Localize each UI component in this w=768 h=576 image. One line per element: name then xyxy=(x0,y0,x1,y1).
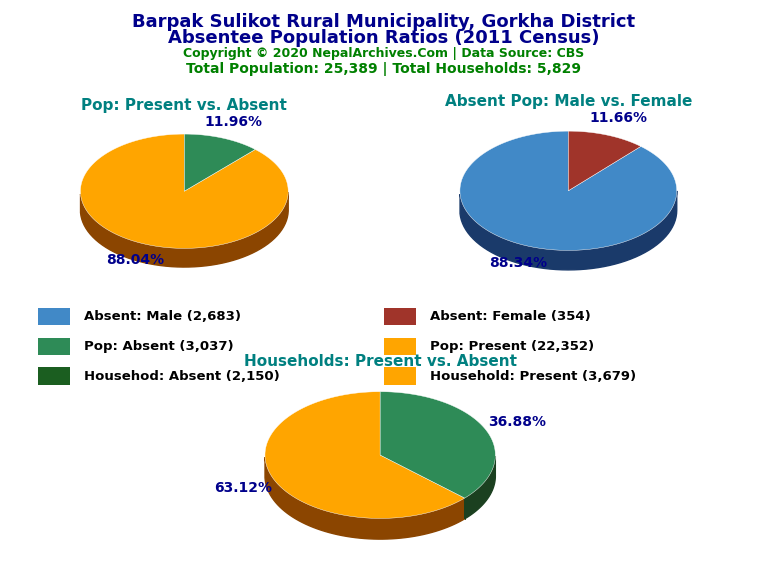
Text: 88.04%: 88.04% xyxy=(106,253,164,267)
Title: Pop: Present vs. Absent: Pop: Present vs. Absent xyxy=(81,98,287,113)
Polygon shape xyxy=(380,392,495,498)
Text: Household: Present (3,679): Household: Present (3,679) xyxy=(430,370,636,382)
Text: Pop: Present (22,352): Pop: Present (22,352) xyxy=(430,340,594,353)
Title: Absent Pop: Male vs. Female: Absent Pop: Male vs. Female xyxy=(445,94,692,109)
Text: 88.34%: 88.34% xyxy=(488,256,547,270)
Text: Househod: Absent (2,150): Househod: Absent (2,150) xyxy=(84,370,280,382)
Text: 11.66%: 11.66% xyxy=(590,111,647,126)
Text: 11.96%: 11.96% xyxy=(205,115,263,129)
Text: Absent: Male (2,683): Absent: Male (2,683) xyxy=(84,310,240,324)
Polygon shape xyxy=(460,191,677,270)
Polygon shape xyxy=(81,192,288,267)
Polygon shape xyxy=(265,392,465,518)
FancyBboxPatch shape xyxy=(38,338,70,355)
Polygon shape xyxy=(265,457,465,539)
FancyBboxPatch shape xyxy=(38,367,70,385)
FancyBboxPatch shape xyxy=(384,308,415,325)
Text: Barpak Sulikot Rural Municipality, Gorkha District: Barpak Sulikot Rural Municipality, Gorkh… xyxy=(132,13,636,31)
Text: Total Population: 25,389 | Total Households: 5,829: Total Population: 25,389 | Total Househo… xyxy=(187,62,581,76)
Title: Households: Present vs. Absent: Households: Present vs. Absent xyxy=(243,354,517,369)
Text: Pop: Absent (3,037): Pop: Absent (3,037) xyxy=(84,340,233,353)
Text: Absentee Population Ratios (2011 Census): Absentee Population Ratios (2011 Census) xyxy=(168,29,600,47)
Polygon shape xyxy=(460,131,677,251)
Polygon shape xyxy=(184,134,255,191)
Text: Copyright © 2020 NepalArchives.Com | Data Source: CBS: Copyright © 2020 NepalArchives.Com | Dat… xyxy=(184,47,584,60)
FancyBboxPatch shape xyxy=(384,367,415,385)
Text: 63.12%: 63.12% xyxy=(214,481,272,495)
FancyBboxPatch shape xyxy=(384,338,415,355)
FancyBboxPatch shape xyxy=(38,308,70,325)
Polygon shape xyxy=(568,131,641,191)
Polygon shape xyxy=(465,456,495,519)
Text: Absent: Female (354): Absent: Female (354) xyxy=(430,310,591,324)
Polygon shape xyxy=(81,134,288,248)
Text: 36.88%: 36.88% xyxy=(488,415,546,429)
